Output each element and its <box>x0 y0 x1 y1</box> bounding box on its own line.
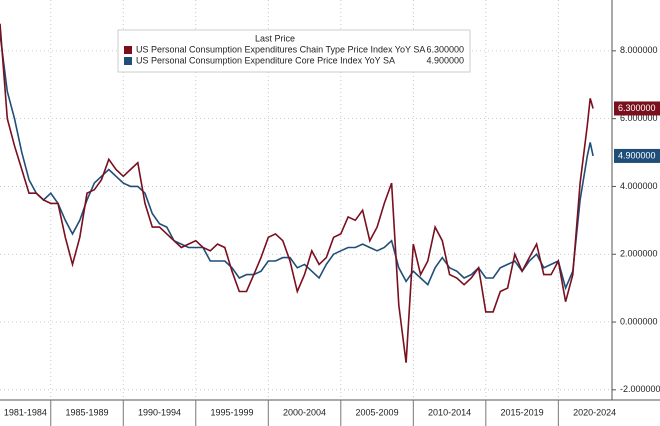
last-value-tag <box>614 148 660 163</box>
legend-label: US Personal Consumption Expenditures Cha… <box>136 44 425 54</box>
y-tick-label: 6.000000 <box>620 113 658 123</box>
legend-swatch <box>124 46 132 54</box>
y-tick-label: 8.000000 <box>620 45 658 55</box>
legend-title: Last Price <box>255 33 295 43</box>
x-period-label: 2000-2004 <box>283 407 326 417</box>
last-value-tag <box>614 101 660 116</box>
x-period-label: 2015-2019 <box>501 407 544 417</box>
x-period-label: 2020-2024 <box>573 407 616 417</box>
legend: Last Price US Personal Consumption Expen… <box>117 29 471 73</box>
y-tick-label: -2.000000 <box>620 384 660 394</box>
y-tick-label: 0.000000 <box>620 316 658 326</box>
x-period-label: 2005-2009 <box>356 407 399 417</box>
last-value-label: 6.300000 <box>618 103 656 113</box>
y-tick-label: 4.000000 <box>620 181 658 191</box>
series-line <box>0 33 594 291</box>
x-period-label: 1981-1984 <box>4 407 47 417</box>
legend-swatch <box>124 57 132 65</box>
x-period-label: 2010-2014 <box>428 407 471 417</box>
y-tick-label: 2.000000 <box>620 249 658 259</box>
x-period-label: 1985-1989 <box>65 407 108 417</box>
legend-value: 4.900000 <box>426 55 464 65</box>
legend-label: US Personal Consumption Expenditure Core… <box>136 55 395 65</box>
legend-value: 6.300000 <box>426 44 464 54</box>
x-period-label: 1995-1999 <box>211 407 254 417</box>
x-period-label: 1990-1994 <box>138 407 181 417</box>
legend-box <box>117 29 471 73</box>
series-line <box>0 23 594 363</box>
last-value-label: 4.900000 <box>618 150 656 160</box>
